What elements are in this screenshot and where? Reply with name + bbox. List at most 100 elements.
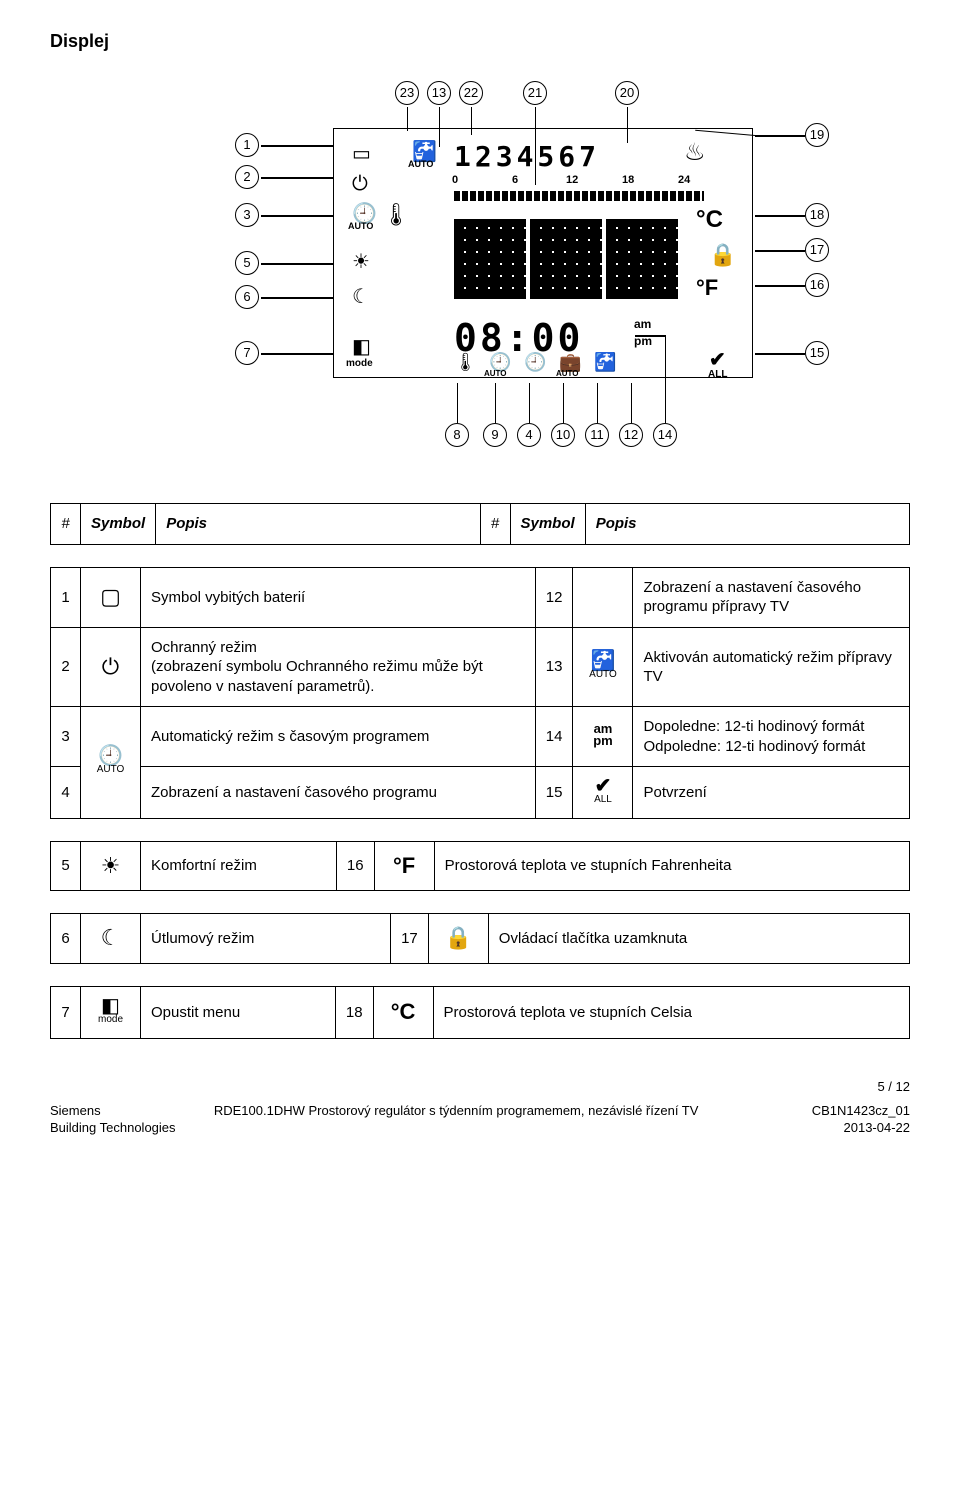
label-21: 21 [523, 81, 547, 105]
cell-desc: Automatický režim s časovým programem [141, 707, 536, 767]
seven-seg-small: 1234567 [454, 139, 600, 175]
table-row: 4 Zobrazení a nastavení časového program… [51, 767, 910, 819]
page-footer: 5 / 12 Siemens RDE100.1DHW Prostorový re… [50, 1079, 910, 1138]
label-9: 9 [483, 423, 507, 447]
deg-f-icon: °F [393, 853, 415, 878]
lcd-frame: ▭ ⏻ 🕘 AUTO 🌡 ☀ ☾ ◧ mode 🚰 AUTO 1234567 ♨… [333, 128, 753, 378]
th-num-l: # [51, 504, 81, 545]
label-5: 5 [235, 251, 259, 275]
cell-num: 12 [535, 567, 573, 627]
legend-table-3: 6 ☾ Útlumový režim 17 🔒 Ovládací tlačítk… [50, 913, 910, 964]
bottom-clock-icon-2: 🕘 [524, 351, 546, 374]
check-all-icon: ✔ALL [594, 777, 612, 804]
cell-sym: ☾ [81, 914, 141, 964]
cell-num: 13 [535, 627, 573, 707]
label-17: 17 [805, 238, 829, 262]
deg-f-label: °F [696, 274, 718, 303]
table-row: 1 ▢ Symbol vybitých baterií 12 Zobrazení… [51, 567, 910, 627]
cell-desc: Dopoledne: 12-ti hodinový formát Odpoled… [633, 707, 910, 767]
cell-sym: ✔ALL [573, 767, 633, 819]
auto-label-3: AUTO [484, 369, 507, 379]
cell-num: 5 [51, 841, 81, 891]
label-3: 3 [235, 203, 259, 227]
cell-num: 7 [51, 987, 81, 1039]
cell-num: 3 [51, 707, 81, 767]
cell-sym: ▢ [81, 567, 141, 627]
cell-sym: 🚰AUTO [573, 627, 633, 707]
thermo-icon: 🌡 [382, 201, 410, 230]
legend-table-1: 1 ▢ Symbol vybitých baterií 12 Zobrazení… [50, 567, 910, 819]
label-14: 14 [653, 423, 677, 447]
sun-icon: ☀ [101, 853, 121, 878]
cell-num: 18 [335, 987, 373, 1039]
cell-sym [573, 567, 633, 627]
page-title: Displej [50, 30, 910, 53]
cell-desc: Zobrazení a nastavení časového programu … [633, 567, 910, 627]
cell-sym: am pm [573, 707, 633, 767]
tap-auto-icon: 🚰AUTO [589, 652, 617, 679]
footer-center: RDE100.1DHW Prostorový regulátor s týden… [214, 1103, 699, 1120]
battery-icon: ▢ [100, 584, 121, 609]
th-popis-l: Popis [156, 504, 480, 545]
deg-c-icon: °C [391, 999, 416, 1024]
cell-desc: Ochranný režim (zobrazení symbolu Ochran… [141, 627, 536, 707]
table-row: 3 🕘AUTO Automatický režim s časovým prog… [51, 707, 910, 767]
cell-desc: Komfortní režim [141, 841, 337, 891]
lock-icon: 🔒 [445, 925, 472, 950]
exit-mode-icon: ◧mode [98, 997, 123, 1024]
big-digit-2 [530, 219, 602, 299]
th-popis-r: Popis [585, 504, 909, 545]
cell-num: 6 [51, 914, 81, 964]
all-label: ALL [708, 368, 727, 381]
th-sym-l: Symbol [81, 504, 156, 545]
cell-sym: 🕘AUTO [81, 707, 141, 819]
footer-left-2: Building Technologies [50, 1120, 176, 1137]
scale-bar [454, 191, 704, 201]
battery-icon: ▭ [352, 141, 371, 167]
footer-right-2: 2013-04-22 [844, 1120, 911, 1137]
table-row: 5 ☀ Komfortní režim 16 °F Prostorová tep… [51, 841, 910, 891]
cell-num: 1 [51, 567, 81, 627]
cell-desc: Symbol vybitých baterií [141, 567, 536, 627]
lock-icon: 🔒 [709, 241, 736, 270]
table-row: 7 ◧mode Opustit menu 18 °C Prostorová te… [51, 987, 910, 1039]
cell-desc: Zobrazení a nastavení časového programu [141, 767, 536, 819]
cell-desc: Prostorová teplota ve stupních Celsia [433, 987, 909, 1039]
label-15: 15 [805, 341, 829, 365]
am-label: am [634, 317, 651, 333]
legend-table-2: 5 ☀ Komfortní režim 16 °F Prostorová tep… [50, 841, 910, 892]
am-pm-icon: am pm [593, 723, 613, 746]
cell-num: 2 [51, 627, 81, 707]
label-10: 10 [551, 423, 575, 447]
cell-desc: Útlumový režim [141, 914, 391, 964]
label-12: 12 [619, 423, 643, 447]
big-digits [454, 219, 684, 299]
scale-tick-0: 0 [452, 173, 458, 187]
scale-tick-4: 24 [678, 173, 690, 187]
display-diagram: ▭ ⏻ 🕘 AUTO 🌡 ☀ ☾ ◧ mode 🚰 AUTO 1234567 ♨… [55, 73, 905, 473]
footer-left-1: Siemens [50, 1103, 101, 1120]
auto-label-4: AUTO [556, 369, 579, 379]
label-19: 19 [805, 123, 829, 147]
label-16: 16 [805, 273, 829, 297]
big-digit-3 [606, 219, 678, 299]
scale-tick-3: 18 [622, 173, 634, 187]
legend-header-table: # Symbol Popis # Symbol Popis [50, 503, 910, 545]
table-row: 6 ☾ Útlumový režim 17 🔒 Ovládací tlačítk… [51, 914, 910, 964]
label-11: 11 [585, 423, 609, 447]
label-13: 13 [427, 81, 451, 105]
sun-icon: ☀ [352, 249, 370, 275]
cell-sym: ☀ [81, 841, 141, 891]
moon-icon: ☾ [352, 284, 370, 310]
label-20: 20 [615, 81, 639, 105]
bottom-tap-icon: 🚰 [594, 351, 616, 374]
auto-label-1: AUTO [348, 221, 373, 233]
cell-num: 15 [535, 767, 573, 819]
moon-icon: ☾ [101, 925, 121, 950]
label-6: 6 [235, 285, 259, 309]
cell-desc: Aktivován automatický režim přípravy TV [633, 627, 910, 707]
big-digit-1 [454, 219, 526, 299]
mode-label: mode [346, 357, 373, 370]
label-1: 1 [235, 133, 259, 157]
page-number: 5 / 12 [50, 1079, 910, 1096]
